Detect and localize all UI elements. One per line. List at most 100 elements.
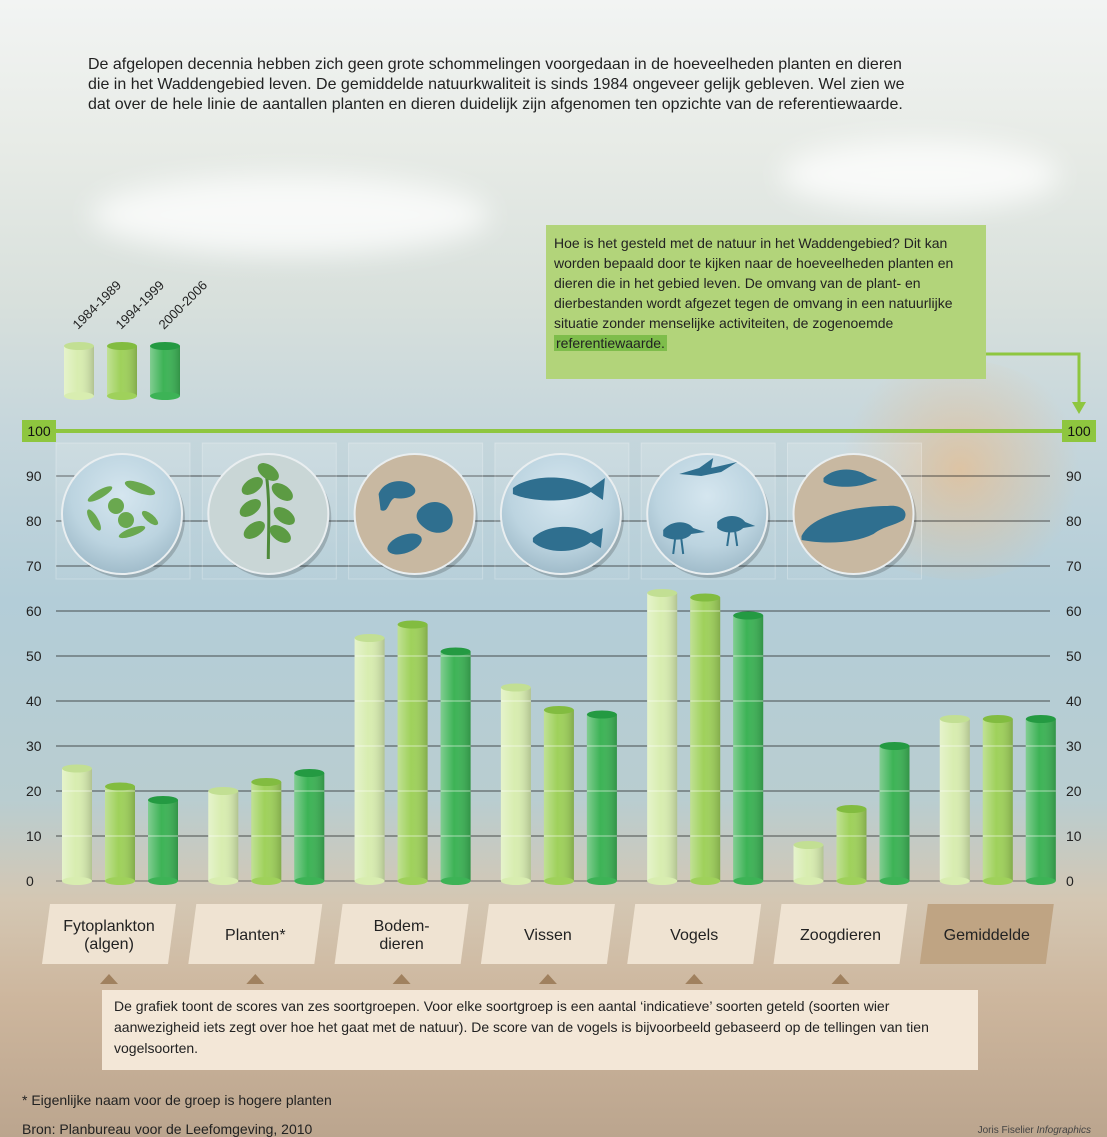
leaf-shape [273,507,295,525]
bird-standing-shape [663,522,706,540]
cloud-shape [780,140,1060,210]
bar-base [354,877,385,885]
y-tick-label-right: 90 [1066,468,1082,484]
leaf-shape [271,483,293,501]
bar-base [105,877,135,885]
bar-shading [1025,719,1056,881]
reference-label-left: 100 [27,423,51,439]
bar-top [586,710,617,719]
bird-flying-shape [679,458,738,476]
category-label: Vissen [524,927,572,944]
reference-label-right: 100 [1067,423,1091,439]
legend-swatch-top [150,342,180,350]
mammals-icon [801,469,906,543]
benthic-animals-icon [378,481,453,555]
y-tick-label-right: 20 [1066,783,1082,799]
bird-leg-shape [734,531,739,547]
bar [690,593,721,885]
bar-base [500,877,531,885]
category-label: (algen) [84,936,134,953]
legend-swatch-base [150,392,180,400]
legend-swatch-shading [150,346,180,396]
bar-shading [251,782,282,881]
bird-standing-shape [717,516,756,533]
legend-swatch-shading [64,346,94,396]
bar [500,683,531,885]
bar-top [62,764,92,773]
y-tick-label-left: 90 [26,468,42,484]
category-label-box [480,904,615,964]
bar-top [793,841,824,849]
bar [62,764,92,885]
bar-base [543,877,574,885]
phytoplankton-icon [87,480,159,539]
category-label-box [334,904,469,964]
bar-shading [543,710,574,881]
bar-top [397,620,428,629]
bar-top [939,715,970,723]
legend-swatch-base [107,392,137,400]
bar [939,715,970,885]
bar-base [251,877,282,885]
bar-shading [105,786,135,881]
credit-italic: Infographics [1036,1125,1091,1136]
seal-small-shape [823,469,878,487]
stem-shape [264,473,271,560]
bar-top [543,706,574,714]
bar [793,841,824,885]
bird-leg-shape [726,531,731,547]
category-label-box [627,904,762,964]
bar [294,769,325,885]
bar [397,620,428,885]
bar-shading [586,714,617,881]
bar-base [836,877,867,885]
y-tick-label-right: 10 [1066,828,1082,844]
footnote: * Eigenlijke naam voor de groep is hoger… [22,1092,332,1108]
fish-shape [532,526,603,551]
y-tick-label-left: 70 [26,558,42,574]
legend-swatch-top [64,342,94,350]
credit-name: Joris Fiselier [977,1125,1034,1136]
alga-shape [118,525,146,539]
alga-shape [87,486,113,502]
bar-top [1025,715,1056,723]
bar [586,710,617,885]
bar [647,589,678,885]
alga-shape [118,512,134,528]
bar-base [879,877,910,885]
y-tick-label-left: 0 [26,873,34,889]
bar-top [148,796,178,804]
bar-shading [690,597,721,881]
category-label-box [919,904,1054,964]
bar-shading [733,615,764,881]
birds-icon [663,458,756,555]
bar [836,805,867,885]
bar [208,787,239,885]
bar-top [690,593,721,602]
leaf-shape [243,521,265,539]
fish-icon [512,477,605,551]
bar-base [647,877,678,885]
callout-text: Hoe is het gesteld met de natuur in het … [554,235,954,331]
bar [543,706,574,885]
category-pointer [246,974,265,984]
plants-icon [239,463,295,560]
bar-shading [647,593,678,881]
icon-circle [499,453,622,575]
category-label: Zoogdieren [800,927,881,944]
bar [1025,715,1056,885]
alga-shape [87,509,101,531]
bar-shading [836,809,867,881]
y-tick-label-right: 0 [1066,873,1074,889]
bar [251,778,282,885]
reference-callout: Hoe is het gesteld met de natuur in het … [546,225,986,379]
bar-base [939,877,970,885]
callout-highlight: referentiewaarde. [554,335,667,351]
bar-top [354,634,385,642]
bar-base [1025,877,1056,885]
bar-shading [148,800,178,881]
bar-base [690,877,721,885]
bar-base [294,877,325,885]
bar-shading [500,687,531,881]
bird-leg-shape [680,537,685,555]
